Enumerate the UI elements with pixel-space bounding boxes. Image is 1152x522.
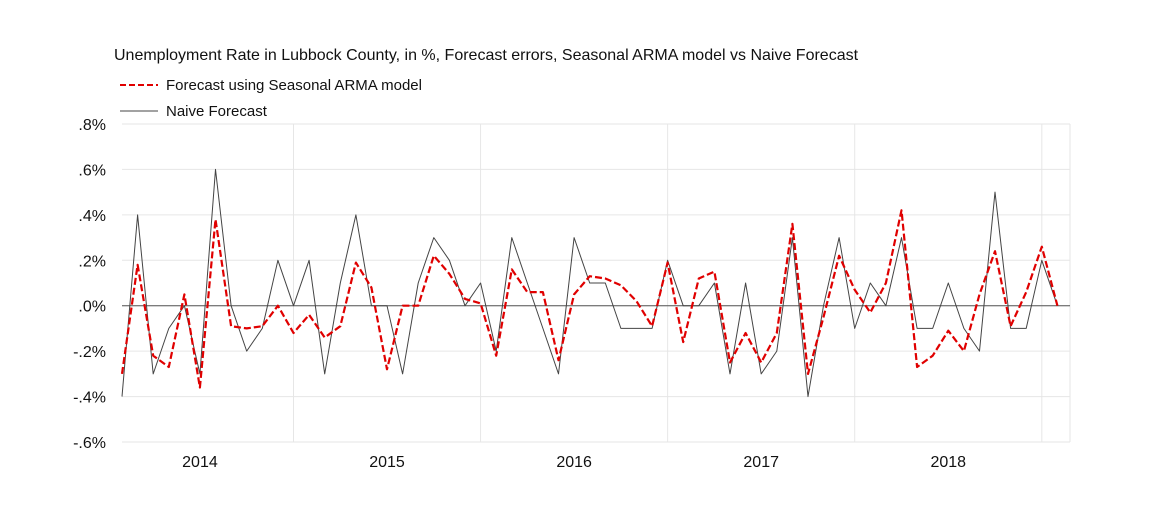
y-tick-label: .4%: [78, 208, 106, 225]
legend-swatch-naive: [120, 110, 158, 112]
legend-entry-arma: Forecast using Seasonal ARMA model: [120, 75, 422, 95]
y-tick-label: .0%: [78, 299, 106, 316]
x-tick-label: 2016: [556, 454, 592, 471]
x-tick-label: 2014: [182, 454, 218, 471]
chart-title: Unemployment Rate in Lubbock County, in …: [114, 47, 859, 64]
x-tick-label: 2015: [369, 454, 405, 471]
x-tick-label: 2017: [743, 454, 779, 471]
y-tick-label: -.2%: [73, 344, 106, 361]
y-tick-label: -.4%: [73, 390, 106, 407]
legend-swatch-arma: [120, 84, 158, 86]
series-layer: [120, 168, 1059, 398]
series-line-arma: [120, 209, 1059, 389]
legend-label-arma: Forecast using Seasonal ARMA model: [166, 76, 422, 94]
x-tick-label: 2018: [930, 454, 966, 471]
legend-entry-naive: Naive Forecast: [120, 101, 267, 121]
y-tick-label: -.6%: [73, 435, 106, 452]
y-axis-tick-labels: .8% .6% .4% .2% .0% -.2% -.4% -.6%: [73, 117, 106, 452]
y-tick-label: .6%: [78, 162, 106, 179]
y-tick-label: .8%: [78, 117, 106, 134]
legend-label-naive: Naive Forecast: [166, 102, 267, 120]
x-axis-tick-labels: 2014 2015 2016 2017 2018: [182, 454, 966, 471]
y-tick-label: .2%: [78, 253, 106, 270]
series-line-naive: [121, 168, 1058, 398]
vertical-gridlines: [292, 124, 1071, 442]
